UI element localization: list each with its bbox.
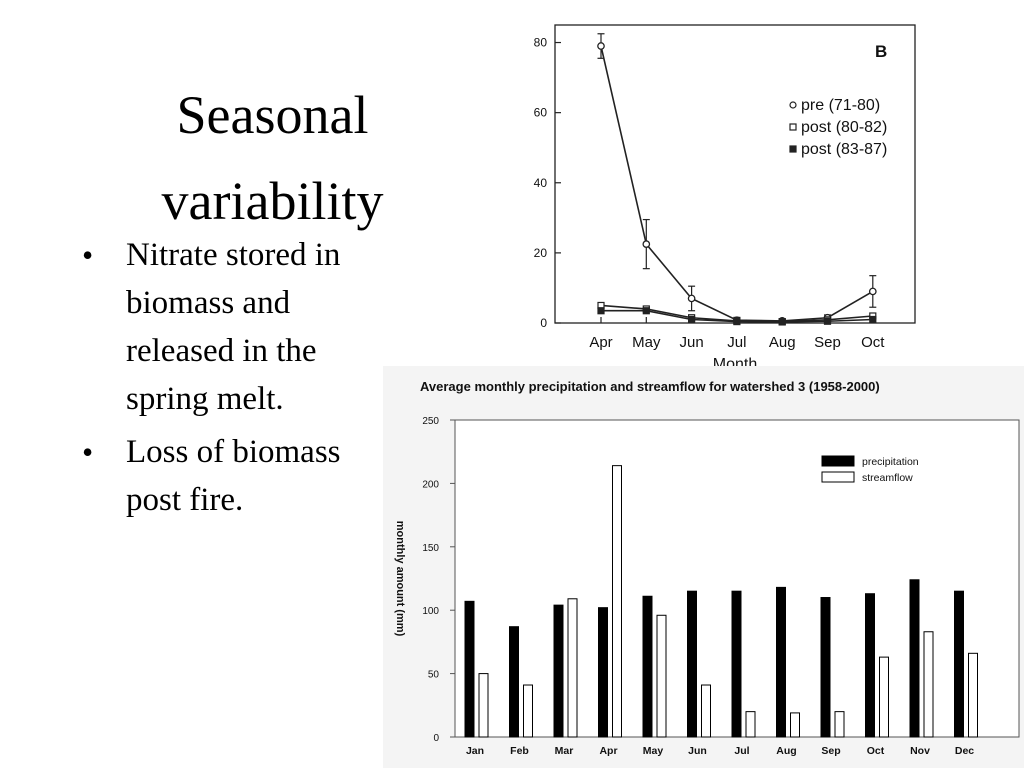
legend-marker	[789, 101, 797, 109]
streamflow-bar	[745, 711, 756, 738]
legend-marker	[789, 123, 797, 131]
x-tick-label: Dec	[955, 745, 974, 757]
x-tick-label: Oct	[861, 334, 885, 351]
data-point	[823, 317, 832, 325]
precipitation-bar	[909, 579, 920, 738]
y-tick-label: 20	[534, 246, 548, 260]
panel-label: B	[875, 42, 887, 61]
precipitation-bar	[776, 586, 786, 738]
data-point	[642, 307, 650, 315]
streamflow-bar	[923, 631, 934, 738]
x-tick-label: Apr	[589, 334, 612, 351]
x-tick-label: Sep	[821, 745, 840, 757]
precipitation-bar	[464, 600, 475, 738]
x-tick-label: Jun	[680, 334, 704, 351]
legend-swatch-precipitation	[821, 455, 855, 467]
x-tick-label: Jul	[734, 745, 749, 757]
y-tick-label: 50	[428, 670, 440, 681]
data-point	[869, 315, 877, 324]
precipitation-streamflow-bar-chart: Average monthly precipitation and stream…	[383, 366, 1024, 768]
x-tick-label: May	[643, 745, 664, 757]
streamflow-bar	[879, 656, 889, 738]
series-line	[600, 45, 874, 322]
y-tick-label: 80	[534, 36, 548, 50]
legend-label: streamflow	[862, 472, 913, 484]
data-point	[868, 287, 877, 296]
x-tick-label: Jun	[688, 745, 707, 757]
legend-label: precipitation	[862, 456, 919, 468]
precipitation-bar	[509, 626, 519, 738]
x-tick-label: Apr	[599, 745, 617, 757]
x-tick-label: Oct	[867, 745, 885, 757]
plot-frame	[554, 24, 916, 324]
x-tick-label: Feb	[510, 745, 529, 757]
slide-title: Seasonal variability	[161, 85, 384, 232]
chart-title: Average monthly precipitation and stream…	[420, 379, 880, 394]
legend-swatch-streamflow	[821, 471, 855, 483]
y-tick-label: 0	[433, 733, 439, 744]
streamflow-bar	[701, 684, 711, 738]
streamflow-bar	[790, 712, 800, 738]
precipitation-bar	[687, 590, 697, 738]
legend-label: post (80-82)	[801, 119, 887, 136]
x-tick-label: Jan	[466, 745, 484, 757]
data-point	[642, 240, 651, 248]
x-tick-label: Aug	[769, 334, 796, 351]
legend-label: post (83-87)	[801, 141, 887, 158]
x-tick-label: May	[632, 334, 661, 351]
data-point	[687, 294, 696, 303]
precipitation-bar	[553, 604, 564, 738]
bullet-list: Nitrate stored in biomass and released i…	[82, 232, 367, 531]
x-tick-label: Aug	[776, 745, 796, 757]
y-tick-label: 100	[422, 606, 439, 617]
streamflow-bar	[656, 614, 667, 738]
precipitation-bar	[642, 595, 653, 738]
streamflow-bar	[478, 673, 489, 738]
streamflow-bar	[612, 465, 622, 738]
data-point	[688, 315, 696, 324]
x-tick-label: Nov	[910, 745, 930, 757]
y-tick-label: 60	[534, 106, 548, 120]
streamflow-bar	[968, 652, 978, 738]
y-tick-label: 0	[540, 316, 547, 330]
y-tick-label: 40	[534, 176, 548, 190]
legend-marker	[789, 145, 797, 153]
y-tick-label: 150	[422, 543, 439, 554]
y-axis-label: monthly amount (mm)	[394, 521, 406, 637]
bullet-item: Loss of biomass post fire.	[82, 429, 367, 525]
y-tick-label: 250	[422, 416, 439, 427]
legend-label: pre (71-80)	[801, 97, 880, 114]
y-tick-label: 200	[422, 479, 439, 490]
x-tick-label: Sep	[814, 334, 841, 351]
precipitation-bar	[820, 597, 831, 738]
x-tick-label: Mar	[555, 745, 574, 757]
streamflow-bar	[567, 598, 578, 738]
data-point	[733, 317, 741, 326]
streamflow-bar	[523, 684, 533, 738]
data-point	[778, 318, 786, 326]
bullet-item: Nitrate stored in biomass and released i…	[82, 232, 367, 423]
precipitation-bar	[598, 607, 608, 738]
precipitation-bar	[865, 593, 875, 738]
data-point	[597, 307, 605, 315]
x-tick-label: Jul	[727, 334, 746, 351]
precipitation-bar	[731, 590, 742, 738]
precipitation-bar	[954, 590, 964, 738]
data-point	[597, 42, 605, 50]
streamflow-bar	[834, 711, 845, 738]
